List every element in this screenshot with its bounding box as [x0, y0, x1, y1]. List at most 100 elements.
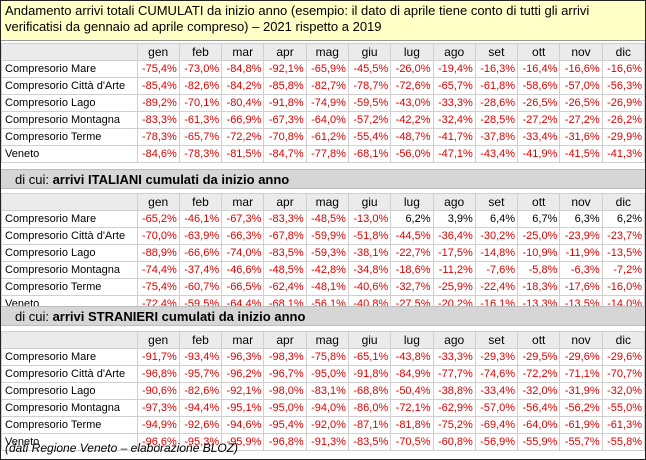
value-cell: -42,2%: [390, 111, 434, 129]
value-cell: -16,3%: [474, 60, 519, 78]
row-label: Compresorio Mare: [1, 60, 138, 78]
table-row: Compresorio Lago -88,9% -66,6% -74,0% -83,5%…: [1, 244, 646, 262]
value-cell: -75,4%: [136, 60, 180, 78]
value-cell: -59,3%: [305, 244, 349, 262]
value-cell: -72,6%: [390, 77, 434, 95]
table-row: Compresorio Montagna -97,3% -94,4% -95,1% -9…: [1, 399, 646, 417]
month-header-nov: nov: [559, 193, 603, 211]
table-row: Compresorio Città d'Arte -96,8% -95,7% -96,…: [1, 365, 646, 383]
value-cell: -30,2%: [474, 227, 519, 245]
section-title: arrivi STRANIERI cumulati da inizio anno: [52, 309, 306, 324]
value-cell: -77,7%: [432, 365, 476, 383]
value-cell: -82,7%: [305, 77, 349, 95]
header-line-1: Andamento arrivi totali CUMULATI da iniz…: [5, 3, 590, 18]
section-title: arrivi ITALIANI cumulati da inizio anno: [52, 172, 290, 187]
value-cell: -16,6%: [601, 60, 646, 78]
row-label: Compresorio Mare: [1, 210, 138, 228]
value-cell: 6,3%: [559, 210, 603, 228]
value-cell: -50,4%: [390, 382, 434, 400]
value-cell: -46,1%: [178, 210, 223, 228]
value-cell: -56,9%: [474, 433, 519, 451]
value-cell: -78,3%: [178, 145, 223, 163]
month-header-feb: feb: [178, 43, 223, 61]
value-cell: -92,1%: [263, 60, 307, 78]
month-header-gen: gen: [136, 331, 180, 349]
value-cell: -60,8%: [432, 433, 476, 451]
value-cell: -33,3%: [432, 348, 476, 366]
month-header-set: set: [474, 43, 519, 61]
value-cell: -27,2%: [517, 111, 561, 129]
value-cell: -58,6%: [517, 77, 561, 95]
month-header-lug: lug: [390, 193, 434, 211]
value-cell: -63,9%: [178, 227, 223, 245]
value-cell: -68,1%: [347, 145, 392, 163]
value-cell: -84,9%: [390, 365, 434, 383]
value-cell: -5,8%: [517, 261, 561, 279]
value-cell: -57,2%: [347, 111, 392, 129]
value-cell: -40,6%: [347, 278, 392, 296]
month-header-mar: mar: [221, 331, 265, 349]
month-header-row: gen feb mar apr mag giu lug ago set ott nov dic: [1, 193, 646, 211]
row-label: Compresorio Lago: [1, 244, 138, 262]
month-header-nov: nov: [559, 43, 603, 61]
row-label: Compresorio Città d'Arte: [1, 365, 138, 383]
value-cell: -89,2%: [136, 94, 180, 112]
value-cell: -43,4%: [474, 145, 519, 163]
value-cell: -72,1%: [390, 399, 434, 417]
value-cell: -61,3%: [601, 416, 646, 434]
table-row: Compresorio Città d'Arte -70,0% -63,9% -66,…: [1, 227, 646, 245]
month-header-mar: mar: [221, 43, 265, 61]
row-label: Veneto: [1, 145, 138, 163]
value-cell: -59,9%: [305, 227, 349, 245]
value-cell: -75,2%: [432, 416, 476, 434]
report-header: Andamento arrivi totali CUMULATI da iniz…: [1, 1, 645, 41]
value-cell: -61,2%: [305, 128, 349, 146]
data-table-0: gen feb mar apr mag giu lug ago set ott nov dic Comp…: [1, 43, 646, 163]
month-header-set: set: [474, 193, 519, 211]
value-cell: -75,8%: [305, 348, 349, 366]
month-header-apr: apr: [263, 193, 307, 211]
value-cell: -70,0%: [136, 227, 180, 245]
value-cell: -88,9%: [136, 244, 180, 262]
value-cell: -93,4%: [178, 348, 223, 366]
value-cell: -42,8%: [305, 261, 349, 279]
value-cell: -26,2%: [601, 111, 646, 129]
value-cell: -18,3%: [517, 278, 561, 296]
month-header-ott: ott: [517, 331, 561, 349]
data-table-2: gen feb mar apr mag giu lug ago set ott nov dic Comp…: [1, 331, 646, 451]
table-row: Veneto -84,6% -78,3% -81,5% -84,7% -77,8% -68,…: [1, 145, 646, 163]
value-cell: -61,8%: [474, 77, 519, 95]
value-cell: -41,3%: [601, 145, 646, 163]
corner-cell: [1, 331, 138, 349]
value-cell: -74,6%: [474, 365, 519, 383]
value-cell: -96,8%: [136, 365, 180, 383]
table-row: Compresorio Lago -90,6% -82,6% -92,1% -98,0%…: [1, 382, 646, 400]
value-cell: -23,9%: [559, 227, 603, 245]
value-cell: -28,5%: [474, 111, 519, 129]
value-cell: -33,4%: [517, 128, 561, 146]
value-cell: -41,7%: [432, 128, 476, 146]
value-cell: -96,2%: [221, 365, 265, 383]
value-cell: -48,7%: [390, 128, 434, 146]
month-header-ago: ago: [432, 331, 476, 349]
value-cell: -91,8%: [263, 94, 307, 112]
value-cell: -46,6%: [221, 261, 265, 279]
value-cell: -55,7%: [559, 433, 603, 451]
value-cell: -74,4%: [136, 261, 180, 279]
row-label: Compresorio Terme: [1, 416, 138, 434]
table-row: Veneto -96,6% -95,3% -95,9% -96,8% -91,3% -83,…: [1, 433, 646, 451]
value-cell: -16,6%: [559, 60, 603, 78]
value-cell: 3,9%: [432, 210, 476, 228]
value-cell: -96,6%: [136, 433, 180, 451]
value-cell: -91,8%: [347, 365, 392, 383]
value-cell: -72,2%: [517, 365, 561, 383]
value-cell: -75,4%: [136, 278, 180, 296]
value-cell: -96,8%: [263, 433, 307, 451]
value-cell: -16,4%: [517, 60, 561, 78]
value-cell: -31,6%: [559, 128, 603, 146]
value-cell: -69,4%: [474, 416, 519, 434]
value-cell: -23,7%: [601, 227, 646, 245]
value-cell: -84,7%: [263, 145, 307, 163]
month-header-giu: giu: [347, 331, 392, 349]
corner-cell: [1, 193, 138, 211]
